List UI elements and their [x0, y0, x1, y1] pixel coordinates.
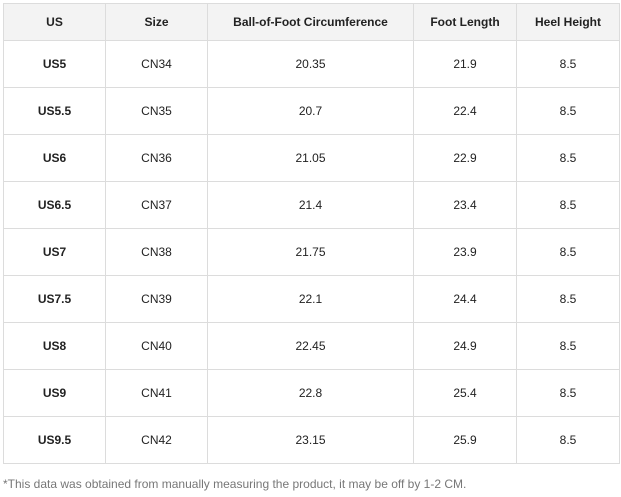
table-cell: CN35	[105, 87, 208, 135]
table-cell: 8.5	[516, 228, 620, 276]
table-cell: CN42	[105, 416, 208, 464]
table-cell: 22.1	[207, 275, 414, 323]
table-cell: US5	[3, 40, 106, 88]
table-cell: 8.5	[516, 369, 620, 417]
header-cell: Heel Height	[516, 3, 620, 41]
table-row: US5 CN34 20.35 21.9 8.5	[3, 40, 620, 88]
table-cell: 23.4	[413, 181, 517, 229]
table-cell: 21.75	[207, 228, 414, 276]
table-cell: 20.7	[207, 87, 414, 135]
table-cell: 24.9	[413, 322, 517, 370]
table-cell: CN40	[105, 322, 208, 370]
table-cell: US6.5	[3, 181, 106, 229]
table-row: US9.5 CN42 23.15 25.9 8.5	[3, 416, 620, 464]
table-cell: 23.9	[413, 228, 517, 276]
table-cell: 8.5	[516, 87, 620, 135]
table-cell: 8.5	[516, 322, 620, 370]
table-cell: CN41	[105, 369, 208, 417]
table-cell: 22.4	[413, 87, 517, 135]
table-row: US5.5 CN35 20.7 22.4 8.5	[3, 87, 620, 135]
table-row: US9 CN41 22.8 25.4 8.5	[3, 369, 620, 417]
table-cell: 8.5	[516, 275, 620, 323]
table-cell: 8.5	[516, 181, 620, 229]
table-cell: 20.35	[207, 40, 414, 88]
table-row: US6.5 CN37 21.4 23.4 8.5	[3, 181, 620, 229]
table-row: US7.5 CN39 22.1 24.4 8.5	[3, 275, 620, 323]
table-cell: CN38	[105, 228, 208, 276]
header-cell: Size	[105, 3, 208, 41]
header-row: US Size Ball-of-Foot Circumference Foot Len…	[3, 3, 620, 41]
size-table: US Size Ball-of-Foot Circumference Foot Len…	[3, 3, 620, 464]
table-row: US8 CN40 22.45 24.9 8.5	[3, 322, 620, 370]
table-cell: US9.5	[3, 416, 106, 464]
table-cell: 21.4	[207, 181, 414, 229]
table-cell: 21.05	[207, 134, 414, 182]
table-cell: CN39	[105, 275, 208, 323]
table-body: US5 CN34 20.35 21.9 8.5 US5.5 CN35 20.7 22.4 8.5 U…	[3, 40, 620, 464]
table-cell: US9	[3, 369, 106, 417]
table-cell: CN34	[105, 40, 208, 88]
table-cell: 22.45	[207, 322, 414, 370]
table-cell: US7.5	[3, 275, 106, 323]
table-cell: 25.9	[413, 416, 517, 464]
table-row: US7 CN38 21.75 23.9 8.5	[3, 228, 620, 276]
table-row: US6 CN36 21.05 22.9 8.5	[3, 134, 620, 182]
table-cell: 22.9	[413, 134, 517, 182]
table-cell: US8	[3, 322, 106, 370]
table-cell: US6	[3, 134, 106, 182]
table-cell: 22.8	[207, 369, 414, 417]
table-cell: CN36	[105, 134, 208, 182]
table-head: US Size Ball-of-Foot Circumference Foot Len…	[3, 3, 620, 41]
header-cell: Ball-of-Foot Circumference	[207, 3, 414, 41]
table-cell: 8.5	[516, 40, 620, 88]
footnote: *This data was obtained from manually me…	[3, 477, 467, 491]
table-cell: CN37	[105, 181, 208, 229]
table-cell: 23.15	[207, 416, 414, 464]
table-cell: 25.4	[413, 369, 517, 417]
header-cell: Foot Length	[413, 3, 517, 41]
table-cell: US5.5	[3, 87, 106, 135]
table-cell: US7	[3, 228, 106, 276]
table-cell: 8.5	[516, 416, 620, 464]
table-cell: 8.5	[516, 134, 620, 182]
header-cell: US	[3, 3, 106, 41]
table-cell: 21.9	[413, 40, 517, 88]
table-cell: 24.4	[413, 275, 517, 323]
